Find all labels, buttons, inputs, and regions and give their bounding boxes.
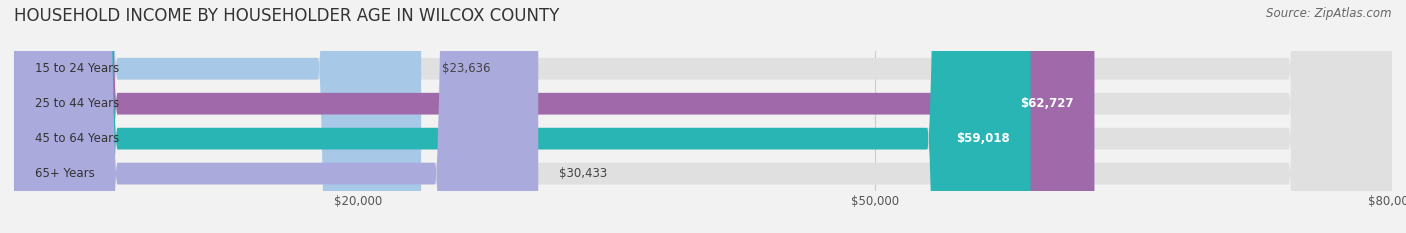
FancyBboxPatch shape: [14, 0, 1094, 233]
Text: HOUSEHOLD INCOME BY HOUSEHOLDER AGE IN WILCOX COUNTY: HOUSEHOLD INCOME BY HOUSEHOLDER AGE IN W…: [14, 7, 560, 25]
FancyBboxPatch shape: [14, 0, 422, 233]
Text: $62,727: $62,727: [1021, 97, 1074, 110]
Text: 15 to 24 Years: 15 to 24 Years: [35, 62, 120, 75]
Text: $23,636: $23,636: [441, 62, 491, 75]
FancyBboxPatch shape: [14, 0, 1392, 233]
Text: $30,433: $30,433: [560, 167, 607, 180]
Text: $59,018: $59,018: [956, 132, 1010, 145]
Text: Source: ZipAtlas.com: Source: ZipAtlas.com: [1267, 7, 1392, 20]
FancyBboxPatch shape: [14, 0, 1392, 233]
FancyBboxPatch shape: [14, 0, 538, 233]
Text: 25 to 44 Years: 25 to 44 Years: [35, 97, 120, 110]
FancyBboxPatch shape: [14, 0, 1392, 233]
FancyBboxPatch shape: [14, 0, 1031, 233]
FancyBboxPatch shape: [14, 0, 1392, 233]
Text: 65+ Years: 65+ Years: [35, 167, 94, 180]
Text: 45 to 64 Years: 45 to 64 Years: [35, 132, 120, 145]
